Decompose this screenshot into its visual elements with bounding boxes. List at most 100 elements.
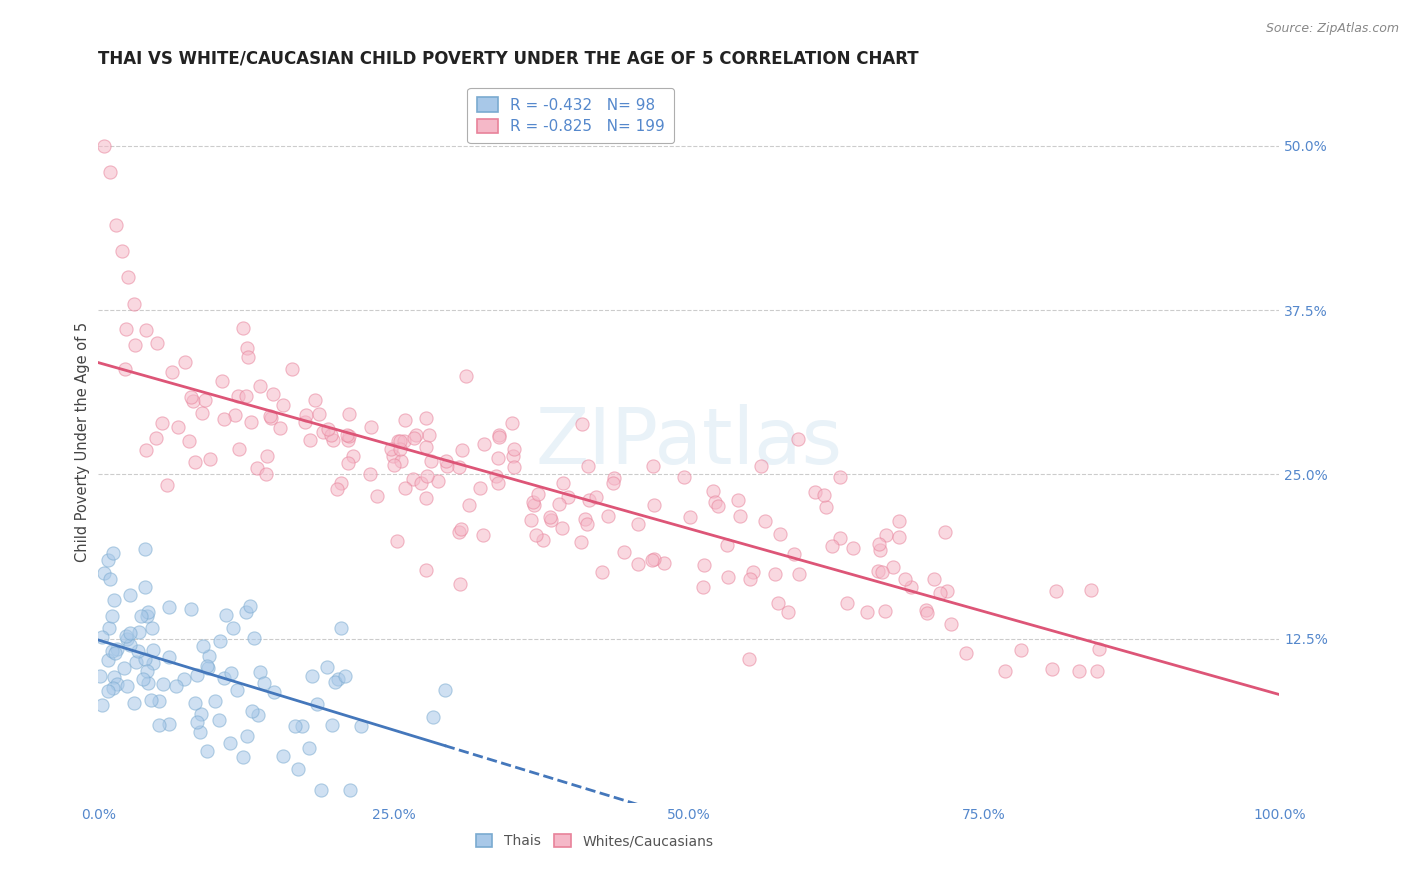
Point [222, 620, 245, 634]
Point [679, 510, 702, 524]
Point [120, 625, 142, 640]
Point [309, 782, 332, 797]
Point [486, 476, 509, 491]
Point [523, 498, 546, 512]
Point [198, 649, 221, 664]
Point [122, 696, 145, 710]
Point [900, 580, 922, 594]
Point [122, 296, 145, 310]
Point [486, 451, 509, 466]
Point [501, 416, 523, 430]
Point [416, 469, 439, 483]
Point [136, 609, 159, 624]
Point [184, 696, 207, 710]
Point [321, 428, 343, 442]
Point [436, 459, 458, 474]
Point [749, 458, 772, 473]
Point [741, 565, 763, 579]
Point [165, 679, 187, 693]
Point [402, 472, 425, 486]
Point [922, 572, 945, 586]
Point [893, 572, 915, 586]
Point [254, 467, 277, 481]
Point [389, 442, 412, 456]
Point [115, 679, 138, 693]
Point [132, 672, 155, 686]
Point [141, 620, 163, 634]
Point [162, 365, 184, 379]
Point [299, 434, 322, 448]
Point [451, 442, 474, 457]
Point [524, 528, 547, 542]
Point [235, 342, 257, 356]
Point [305, 697, 328, 711]
Point [596, 509, 619, 524]
Point [835, 596, 858, 610]
Point [433, 683, 456, 698]
Point [502, 442, 524, 457]
Point [471, 528, 494, 542]
Point [339, 782, 361, 797]
Point [717, 569, 740, 583]
Text: THAI VS WHITE/CAUCASIAN CHILD POVERTY UNDER THE AGE OF 5 CORRELATION CHART: THAI VS WHITE/CAUCASIAN CHILD POVERTY UN… [98, 50, 920, 68]
Point [191, 406, 214, 420]
Point [105, 641, 128, 656]
Point [447, 524, 470, 539]
Point [211, 374, 233, 388]
Point [470, 481, 492, 495]
Point [418, 427, 440, 442]
Point [426, 474, 449, 488]
Point [576, 516, 599, 531]
Point [269, 421, 291, 435]
Point [394, 413, 416, 427]
Point [98, 165, 121, 179]
Point [174, 355, 197, 369]
Point [350, 719, 373, 733]
Point [813, 487, 835, 501]
Point [337, 407, 360, 421]
Point [602, 471, 624, 485]
Point [124, 338, 146, 352]
Point [447, 460, 470, 475]
Point [994, 665, 1017, 679]
Point [141, 692, 163, 706]
Point [875, 604, 897, 618]
Point [236, 729, 259, 743]
Point [243, 631, 266, 645]
Point [548, 496, 571, 510]
Point [382, 458, 405, 472]
Point [89, 668, 111, 682]
Point [434, 454, 457, 468]
Point [520, 512, 543, 526]
Point [150, 416, 173, 430]
Point [157, 717, 180, 731]
Point [578, 493, 600, 508]
Point [456, 369, 478, 384]
Point [602, 475, 624, 490]
Point [104, 646, 127, 660]
Point [692, 580, 714, 594]
Point [181, 393, 204, 408]
Point [127, 644, 149, 658]
Point [641, 553, 664, 567]
Point [1080, 583, 1102, 598]
Point [117, 270, 139, 285]
Point [1069, 665, 1091, 679]
Point [815, 500, 838, 514]
Point [325, 482, 347, 496]
Point [186, 714, 208, 729]
Point [828, 469, 851, 483]
Point [522, 495, 544, 509]
Point [716, 538, 738, 552]
Point [821, 539, 844, 553]
Point [337, 456, 360, 470]
Point [204, 694, 226, 708]
Point [256, 449, 278, 463]
Point [235, 389, 257, 403]
Point [449, 576, 471, 591]
Point [186, 668, 208, 682]
Point [1040, 661, 1063, 675]
Point [551, 476, 574, 491]
Point [804, 484, 827, 499]
Point [124, 655, 146, 669]
